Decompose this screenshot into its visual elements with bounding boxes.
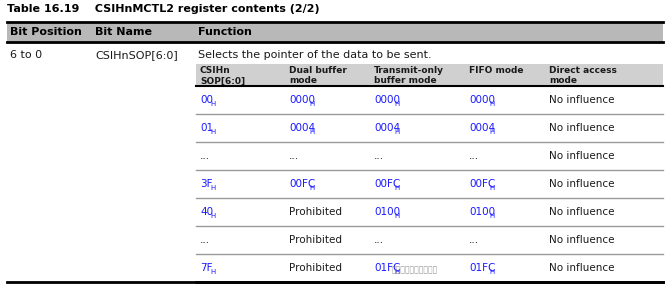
Text: 0000: 0000: [469, 95, 495, 105]
Text: 0004: 0004: [289, 123, 315, 133]
Bar: [196, 114, 663, 142]
Text: No influence: No influence: [549, 95, 614, 105]
Text: ...: ...: [469, 235, 479, 245]
Text: 0100: 0100: [374, 207, 400, 217]
Text: ...: ...: [374, 235, 384, 245]
Text: 01FC: 01FC: [469, 263, 495, 273]
Text: H: H: [394, 269, 399, 275]
Text: H: H: [210, 213, 215, 219]
Text: H: H: [210, 129, 215, 135]
Text: No influence: No influence: [549, 235, 614, 245]
Text: 00: 00: [200, 95, 213, 105]
Bar: [196, 170, 663, 198]
Text: H: H: [309, 101, 314, 107]
Text: H: H: [394, 101, 399, 107]
Text: No influence: No influence: [549, 123, 614, 133]
Bar: [7, 42, 663, 282]
Text: No influence: No influence: [549, 263, 614, 273]
Text: Dual buffer
mode: Dual buffer mode: [289, 66, 347, 85]
Text: 00FC: 00FC: [469, 179, 495, 189]
Text: H: H: [489, 101, 494, 107]
Text: 0000: 0000: [289, 95, 315, 105]
Text: Prohibited: Prohibited: [289, 235, 342, 245]
Text: No influence: No influence: [549, 179, 614, 189]
Text: Function: Function: [198, 27, 252, 37]
Text: No influence: No influence: [549, 151, 614, 161]
Bar: [196, 226, 663, 254]
Text: Bit Position: Bit Position: [10, 27, 82, 37]
Text: 公众号汽车电子闹笔记: 公众号汽车电子闹笔记: [392, 266, 438, 275]
Text: Bit Name: Bit Name: [95, 27, 152, 37]
Text: 40: 40: [200, 207, 213, 217]
Text: 6 to 0: 6 to 0: [10, 50, 42, 60]
Bar: [196, 86, 663, 114]
Text: Table 16.19    CSIHnMCTL2 register contents (2/2): Table 16.19 CSIHnMCTL2 register contents…: [7, 4, 320, 14]
Bar: [196, 64, 663, 86]
Text: Prohibited: Prohibited: [289, 207, 342, 217]
Text: Direct access
mode: Direct access mode: [549, 66, 617, 85]
Text: H: H: [210, 269, 215, 275]
Text: No influence: No influence: [549, 207, 614, 217]
Bar: [196, 198, 663, 226]
Text: H: H: [394, 129, 399, 135]
Text: 7F: 7F: [200, 263, 212, 273]
Text: H: H: [489, 185, 494, 191]
Text: H: H: [394, 213, 399, 219]
Bar: [196, 142, 663, 170]
Text: H: H: [210, 185, 215, 191]
Text: H: H: [309, 129, 314, 135]
Text: 3F: 3F: [200, 179, 212, 189]
Text: ...: ...: [374, 151, 384, 161]
Text: H: H: [309, 185, 314, 191]
Text: H: H: [394, 185, 399, 191]
Text: H: H: [489, 129, 494, 135]
Text: H: H: [489, 269, 494, 275]
Text: 01FC: 01FC: [374, 263, 401, 273]
Text: CSIHn
SOP[6:0]: CSIHn SOP[6:0]: [200, 66, 245, 85]
Bar: [7, 22, 663, 42]
Text: 0100: 0100: [469, 207, 495, 217]
Bar: [196, 254, 663, 282]
Text: ...: ...: [200, 235, 210, 245]
Text: Selects the pointer of the data to be sent.: Selects the pointer of the data to be se…: [198, 50, 431, 60]
Text: Prohibited: Prohibited: [289, 263, 342, 273]
Text: 0000: 0000: [374, 95, 400, 105]
Text: H: H: [489, 213, 494, 219]
Text: 01: 01: [200, 123, 213, 133]
Text: ...: ...: [289, 151, 299, 161]
Text: 0004: 0004: [374, 123, 400, 133]
Text: Transmit-only
buffer mode: Transmit-only buffer mode: [374, 66, 444, 85]
Text: ...: ...: [469, 151, 479, 161]
Text: 0004: 0004: [469, 123, 495, 133]
Text: CSIHnSOP[6:0]: CSIHnSOP[6:0]: [95, 50, 178, 60]
Text: ...: ...: [200, 151, 210, 161]
Text: 00FC: 00FC: [374, 179, 400, 189]
Text: FIFO mode: FIFO mode: [469, 66, 523, 75]
Text: 00FC: 00FC: [289, 179, 316, 189]
Text: H: H: [210, 101, 215, 107]
